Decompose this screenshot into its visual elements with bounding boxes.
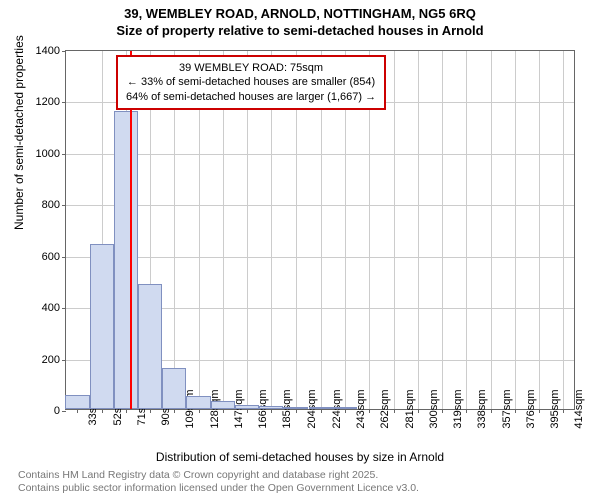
chart-container: 39, WEMBLEY ROAD, ARNOLD, NOTTINGHAM, NG… [0, 0, 600, 500]
chart-title-line1: 39, WEMBLEY ROAD, ARNOLD, NOTTINGHAM, NG… [0, 0, 600, 21]
x-tick-mark [345, 409, 346, 413]
grid-line-v [539, 51, 540, 409]
x-tick-mark [515, 409, 516, 413]
x-tick-label: 281sqm [398, 389, 416, 428]
x-tick-mark [369, 409, 370, 413]
x-tick-label: 357sqm [495, 389, 513, 428]
x-tick-mark [223, 409, 224, 413]
x-tick-mark [296, 409, 297, 413]
x-tick-label: 319sqm [446, 389, 464, 428]
x-tick-mark [466, 409, 467, 413]
x-tick-mark [247, 409, 248, 413]
x-tick-label: 204sqm [300, 389, 318, 428]
x-tick-mark [102, 409, 103, 413]
x-tick-label: 395sqm [543, 389, 561, 428]
grid-line-v [466, 51, 467, 409]
histogram-bar [333, 407, 357, 409]
y-axis-label: Number of semi-detached properties [12, 35, 26, 230]
histogram-bar [309, 407, 333, 409]
histogram-bar [162, 368, 186, 409]
grid-line-v [491, 51, 492, 409]
annotation-line3: 64% of semi-detached houses are larger (… [126, 90, 376, 104]
grid-line-v [394, 51, 395, 409]
y-tick-label: 600 [42, 251, 66, 263]
x-tick-label: 300sqm [422, 389, 440, 428]
plot-area: 020040060080010001200140033sqm52sqm71sqm… [65, 50, 575, 410]
x-tick-mark [150, 409, 151, 413]
x-tick-mark [563, 409, 564, 413]
x-tick-mark [77, 409, 78, 413]
grid-line-v [442, 51, 443, 409]
x-tick-mark [199, 409, 200, 413]
histogram-bar [259, 406, 283, 409]
y-tick-label: 200 [42, 354, 66, 366]
x-tick-label: 147sqm [227, 389, 245, 428]
annotation-box: 39 WEMBLEY ROAD: 75sqm ← 33% of semi-det… [116, 55, 386, 110]
x-tick-mark [539, 409, 540, 413]
x-tick-mark [491, 409, 492, 413]
grid-line-h [66, 154, 574, 155]
x-tick-label: 224sqm [325, 389, 343, 428]
y-tick-label: 1400 [36, 45, 66, 57]
x-tick-mark [321, 409, 322, 413]
histogram-bar [114, 111, 138, 409]
attribution: Contains HM Land Registry data © Crown c… [18, 469, 419, 496]
x-tick-label: 243sqm [349, 389, 367, 428]
y-tick-label: 0 [54, 405, 66, 417]
histogram-bar [90, 244, 114, 409]
x-tick-label: 166sqm [251, 389, 269, 428]
x-tick-mark [126, 409, 127, 413]
grid-line-h [66, 257, 574, 258]
histogram-bar [186, 396, 210, 409]
grid-line-h [66, 205, 574, 206]
y-tick-label: 1200 [36, 96, 66, 108]
x-axis-label: Distribution of semi-detached houses by … [0, 450, 600, 464]
chart-title-line2: Size of property relative to semi-detach… [0, 21, 600, 38]
x-tick-mark [442, 409, 443, 413]
y-tick-label: 400 [42, 302, 66, 314]
x-tick-label: 185sqm [275, 389, 293, 428]
annotation-line2: ← 33% of semi-detached houses are smalle… [126, 75, 376, 89]
y-tick-label: 800 [42, 199, 66, 211]
y-tick-label: 1000 [36, 148, 66, 160]
x-tick-label: 262sqm [373, 389, 391, 428]
grid-line-v [563, 51, 564, 409]
x-tick-mark [271, 409, 272, 413]
histogram-bar [65, 395, 89, 409]
x-tick-label: 414sqm [567, 389, 585, 428]
histogram-bar [283, 407, 307, 409]
histogram-bar [235, 405, 259, 409]
x-tick-mark [394, 409, 395, 413]
x-tick-mark [174, 409, 175, 413]
grid-line-v [418, 51, 419, 409]
grid-line-v [515, 51, 516, 409]
attribution-line2: Contains public sector information licen… [18, 482, 419, 496]
histogram-bar [211, 401, 235, 409]
histogram-bar [138, 284, 162, 409]
x-tick-label: 338sqm [470, 389, 488, 428]
annotation-line1: 39 WEMBLEY ROAD: 75sqm [126, 61, 376, 75]
x-tick-mark [418, 409, 419, 413]
x-tick-label: 376sqm [519, 389, 537, 428]
attribution-line1: Contains HM Land Registry data © Crown c… [18, 469, 419, 483]
